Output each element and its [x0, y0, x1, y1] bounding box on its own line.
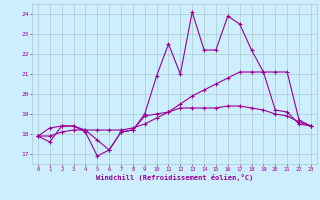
- X-axis label: Windchill (Refroidissement éolien,°C): Windchill (Refroidissement éolien,°C): [96, 174, 253, 181]
